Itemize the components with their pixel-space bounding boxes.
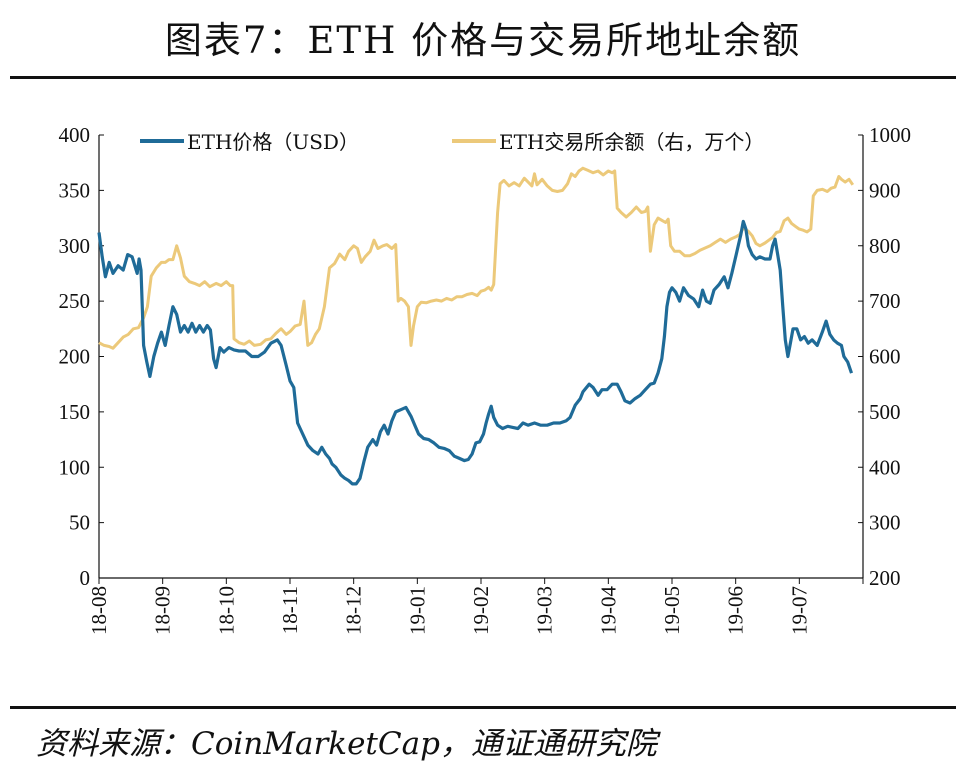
- source-note: 资料来源：CoinMarketCap，通证通研究院: [36, 726, 657, 762]
- y-left-tick-label: 400: [59, 123, 91, 147]
- y-left-tick-label: 150: [59, 400, 91, 424]
- series-line-exchange-balance: [98, 166, 855, 350]
- source-divider: [10, 706, 956, 709]
- legend-label-eth-price: ETH价格（USD）: [187, 130, 359, 154]
- y-right-tick-label: 300: [869, 511, 901, 535]
- x-tick-label: 19-01: [405, 586, 429, 635]
- x-tick-label: 18-11: [278, 586, 302, 634]
- y-left-tick-label: 200: [59, 345, 91, 369]
- y-right-tick-label: 200: [869, 566, 901, 590]
- y-left-tick-label: 350: [59, 178, 91, 202]
- y-right-tick-label: 900: [869, 178, 901, 202]
- x-tick-label: 19-05: [660, 586, 684, 635]
- y-right-tick-label: 500: [869, 400, 901, 424]
- x-tick-label: 19-04: [596, 586, 620, 635]
- title-divider: [10, 76, 956, 79]
- y-left-tick-label: 0: [80, 566, 91, 590]
- legend: ETH价格（USD） ETH交易所余额（右，万个）: [140, 130, 764, 154]
- y-right-tick-label: 400: [869, 455, 901, 479]
- series-line-eth-price: [97, 219, 854, 486]
- series-group: [97, 166, 855, 486]
- x-tick-label: 19-02: [469, 586, 493, 635]
- x-tick-label: 18-10: [214, 586, 238, 635]
- y-right-tick-label: 700: [869, 289, 901, 313]
- legend-label-exchange-balance: ETH交易所余额（右，万个）: [499, 130, 764, 154]
- y-left-tick-label: 50: [69, 511, 90, 535]
- x-tick-label: 19-07: [787, 586, 811, 635]
- x-tick-label: 18-08: [87, 586, 111, 635]
- x-tick-label: 18-12: [342, 586, 366, 635]
- y-right-tick-label: 1000: [869, 123, 911, 147]
- x-tick-label: 19-03: [533, 586, 557, 635]
- y-left-tick-label: 250: [59, 289, 91, 313]
- x-tick-label: 18-09: [151, 586, 175, 635]
- y-right-tick-label: 800: [869, 234, 901, 258]
- page-title: 图表7：ETH 价格与交易所地址余额: [164, 19, 802, 62]
- x-tick-label: 19-06: [724, 586, 748, 635]
- chart: 0 50 100 150 200 250 300 350 400 200 300 400 500 600 7…: [59, 123, 912, 635]
- y-right-tick-label: 600: [869, 345, 901, 369]
- tick-labels: 0 50 100 150 200 250 300 350 400 200 300 400 500 600 7…: [59, 123, 912, 635]
- y-left-tick-label: 100: [59, 455, 91, 479]
- y-left-tick-label: 300: [59, 234, 91, 258]
